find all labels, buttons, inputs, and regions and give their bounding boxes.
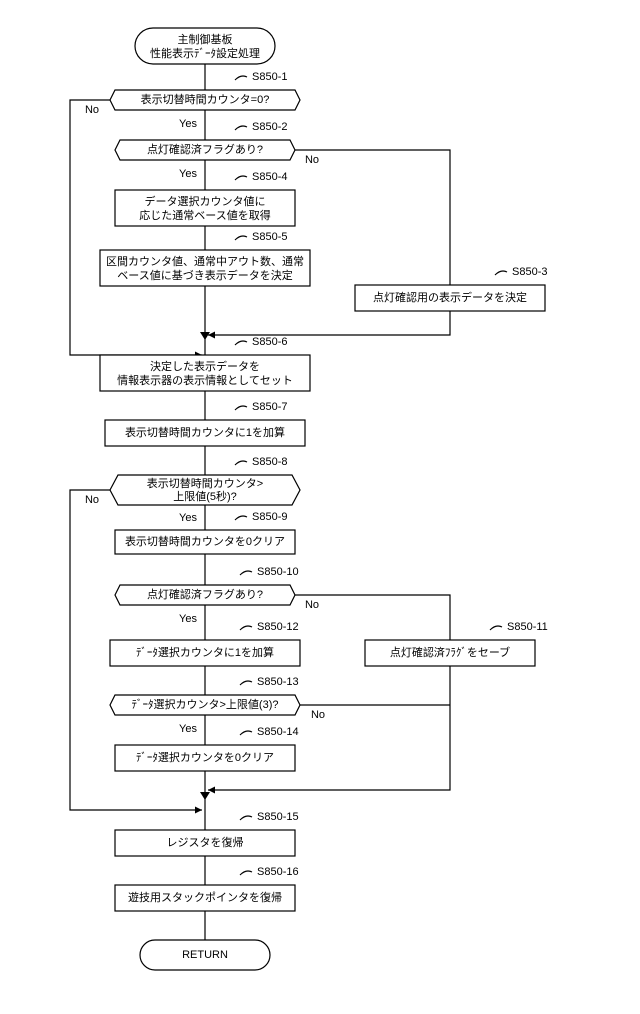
- s13-no: No: [311, 709, 325, 721]
- s1-no: No: [85, 104, 99, 116]
- s8-label: S850-8: [252, 456, 287, 468]
- s2-yes: Yes: [179, 168, 197, 180]
- node-s4: データ選択カウンタ値に 応じた通常ベース値を取得: [115, 190, 295, 226]
- node-s16: 遊技用スタックポインタを復帰: [115, 885, 295, 911]
- s6-t2: 情報表示器の表示情報としてセット: [117, 373, 293, 387]
- s3-text: 点灯確認用の表示データを決定: [373, 290, 527, 304]
- s10-text: 点灯確認済フラグあり?: [147, 587, 263, 601]
- s8-yes: Yes: [179, 512, 197, 524]
- s9-label: S850-9: [252, 511, 287, 523]
- node-return: RETURN: [140, 940, 270, 970]
- s7-label: S850-7: [252, 401, 287, 413]
- node-s10: 点灯確認済フラグあり?: [115, 585, 295, 605]
- return-text: RETURN: [182, 949, 228, 961]
- node-s12: ﾃﾞｰﾀ選択カウンタに1を加算: [110, 640, 300, 666]
- node-s6: 決定した表示データを 情報表示器の表示情報としてセット: [100, 355, 310, 391]
- s1-text: 表示切替時間カウンタ=0?: [141, 92, 270, 106]
- s5-t2: ベース値に基づき表示データを決定: [117, 268, 292, 282]
- s1-yes: Yes: [179, 118, 197, 130]
- start-line1: 主制御基板: [178, 32, 233, 46]
- node-s1: 表示切替時間カウンタ=0?: [110, 90, 300, 110]
- node-start: 主制御基板 性能表示ﾃﾞｰﾀ設定処理: [135, 28, 275, 64]
- node-s8: 表示切替時間カウンタ> 上限値(5秒)?: [110, 475, 300, 505]
- s13-label: S850-13: [257, 676, 299, 688]
- s1-label: S850-1: [252, 71, 287, 83]
- node-s5: 区間カウンタ値、通常中アウト数、通常 ベース値に基づき表示データを決定: [100, 250, 310, 286]
- s13-text: ﾃﾞｰﾀ選択カウンタ>上限値(3)?: [132, 697, 279, 711]
- s15-label: S850-15: [257, 811, 299, 823]
- s8-no: No: [85, 494, 99, 506]
- node-s14: ﾃﾞｰﾀ選択カウンタを0クリア: [115, 745, 295, 771]
- s10-yes: Yes: [179, 613, 197, 625]
- start-line2: 性能表示ﾃﾞｰﾀ設定処理: [150, 46, 260, 60]
- node-s13: ﾃﾞｰﾀ選択カウンタ>上限値(3)?: [110, 695, 300, 715]
- s5-t1: 区間カウンタ値、通常中アウト数、通常: [106, 255, 304, 268]
- s13-yes: Yes: [179, 723, 197, 735]
- node-s2: 点灯確認済フラグあり?: [115, 140, 295, 160]
- s10-label: S850-10: [257, 566, 299, 578]
- node-s15: レジスタを復帰: [115, 830, 295, 856]
- s4-t1: データ選択カウンタ値に: [145, 194, 266, 208]
- flowchart: 主制御基板 性能表示ﾃﾞｰﾀ設定処理 表示切替時間カウンタ=0? S850-1 …: [0, 0, 640, 1014]
- s8-t1: 表示切替時間カウンタ>: [147, 476, 263, 490]
- s4-label: S850-4: [252, 171, 287, 183]
- s15-text: レジスタを復帰: [167, 836, 244, 849]
- s16-text: 遊技用スタックポインタを復帰: [128, 890, 282, 904]
- s10-no: No: [305, 599, 319, 611]
- s5-label: S850-5: [252, 231, 287, 243]
- s14-text: ﾃﾞｰﾀ選択カウンタを0クリア: [136, 750, 274, 764]
- s2-label: S850-2: [252, 121, 287, 133]
- s6-t1: 決定した表示データを: [150, 359, 260, 373]
- node-s11: 点灯確認済ﾌﾗｸﾞをセーブ: [365, 640, 535, 666]
- s4-t2: 応じた通常ベース値を取得: [139, 208, 270, 222]
- s7-text: 表示切替時間カウンタに1を加算: [125, 425, 285, 439]
- s2-no: No: [305, 154, 319, 166]
- s9-text: 表示切替時間カウンタを0クリア: [125, 534, 285, 548]
- s3-label: S850-3: [512, 266, 547, 278]
- s14-label: S850-14: [257, 726, 299, 738]
- s11-text: 点灯確認済ﾌﾗｸﾞをセーブ: [390, 645, 510, 659]
- s11-label: S850-11: [507, 621, 548, 633]
- s12-text: ﾃﾞｰﾀ選択カウンタに1を加算: [136, 645, 274, 659]
- node-s3: 点灯確認用の表示データを決定: [355, 285, 545, 311]
- node-s9: 表示切替時間カウンタを0クリア: [115, 530, 295, 554]
- s2-text: 点灯確認済フラグあり?: [147, 142, 263, 156]
- s8-t2: 上限値(5秒)?: [173, 489, 237, 503]
- s16-label: S850-16: [257, 866, 299, 878]
- s12-label: S850-12: [257, 621, 299, 633]
- s6-label: S850-6: [252, 336, 287, 348]
- node-s7: 表示切替時間カウンタに1を加算: [105, 420, 305, 446]
